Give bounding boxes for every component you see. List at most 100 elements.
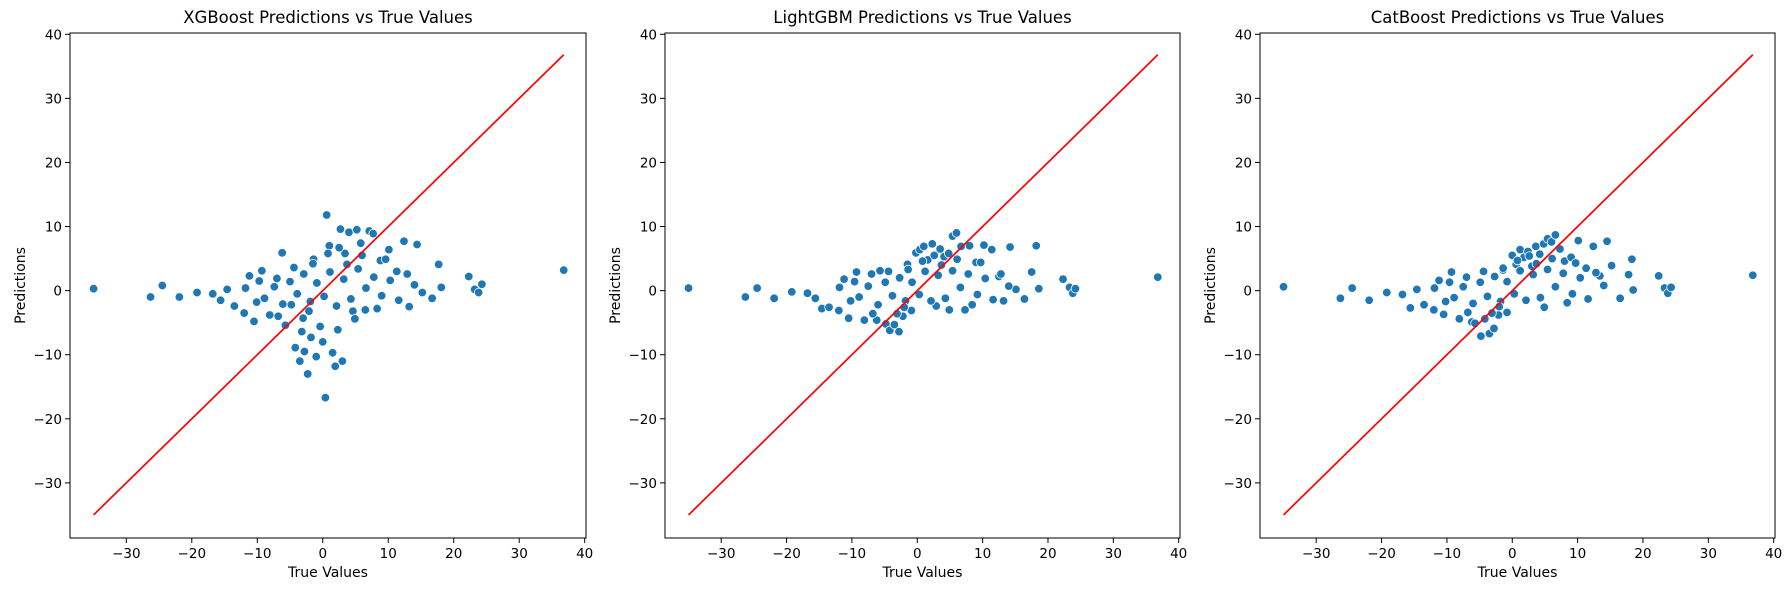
y-tick-label: −10 (1224, 348, 1253, 364)
scatter-point (360, 305, 371, 315)
scatter-point (1567, 289, 1578, 299)
scatter-point (229, 301, 240, 311)
scatter-point (1482, 291, 1493, 302)
scatter-point (873, 300, 883, 310)
scatter-point (1026, 267, 1037, 277)
y-axis-label: Predictions (13, 247, 29, 324)
x-tick-label: −30 (707, 546, 736, 562)
scatter-point (384, 244, 394, 255)
scatter-point (244, 271, 255, 281)
scatter-point (907, 277, 917, 287)
scatter-point (157, 280, 168, 291)
scatter-point (1444, 277, 1455, 287)
scatter-point (286, 300, 297, 310)
scatter-point (1653, 271, 1664, 281)
scatter-point (1070, 284, 1081, 294)
scatter-point (292, 289, 302, 299)
scatter-point (342, 259, 352, 270)
x-tick-label: 30 (1700, 546, 1717, 562)
scatter-point (919, 241, 929, 252)
scatter-point (1489, 323, 1499, 334)
scatter-point (1502, 276, 1512, 287)
scatter-points (683, 228, 1163, 337)
scatter-point (1440, 296, 1451, 307)
scatter-point (914, 289, 924, 300)
scatter-point (356, 238, 366, 248)
scatter-point (1575, 273, 1585, 283)
scatter-point (323, 248, 333, 259)
scatter-point (952, 254, 962, 264)
scatter-points (88, 210, 569, 403)
scatter-point (1521, 295, 1531, 305)
scatter-point (1528, 269, 1538, 280)
scatter-point (1515, 244, 1525, 255)
y-tick-label: 10 (45, 220, 62, 236)
scatter-point (208, 289, 218, 299)
scatter-point (1278, 282, 1289, 292)
y-tick-label: 10 (1235, 220, 1252, 236)
x-tick-label: 40 (1765, 546, 1782, 562)
scatter-point (1335, 293, 1346, 304)
scatter-point (404, 301, 414, 312)
scatter-point (344, 227, 354, 238)
y-tick-label: 20 (45, 155, 62, 171)
scatter-point (955, 282, 966, 293)
scatter-point (272, 273, 282, 284)
x-axis-label: True Values (1477, 565, 1558, 581)
scatter-point (802, 288, 813, 298)
x-tick-label: −20 (178, 546, 207, 562)
scatter-point (787, 287, 797, 297)
scatter-point (963, 269, 973, 279)
scatter-point (277, 248, 287, 258)
scatter-point (894, 273, 905, 283)
y-tick-label: −30 (34, 476, 63, 492)
x-tick-label: −10 (243, 546, 272, 562)
scatter-point (350, 314, 360, 324)
scatter-point (265, 310, 275, 320)
scatter-point (1512, 255, 1523, 266)
scatter-point (1412, 284, 1422, 295)
scatter-point (1666, 282, 1676, 293)
scatter-point (308, 259, 318, 269)
scatter-point (1606, 260, 1617, 271)
scatter-point (392, 266, 402, 277)
scatter-point (298, 313, 308, 323)
scatter-point (964, 241, 975, 251)
y-tick-label: −30 (1224, 476, 1253, 492)
chart-title: CatBoost Predictions vs True Values (1371, 8, 1665, 27)
scatter-point (1004, 281, 1014, 291)
scatter-point (875, 266, 885, 276)
scatter-point (920, 266, 930, 277)
scatter-point (1438, 309, 1449, 320)
x-tick-label: 40 (576, 546, 593, 562)
y-axis-label: Predictions (608, 247, 624, 324)
scatter-point (1550, 282, 1561, 292)
scatter-point (752, 283, 762, 293)
scatter-point (330, 361, 340, 371)
scatter-point (975, 257, 986, 268)
scatter-point (936, 260, 947, 270)
scatter-point (376, 291, 387, 301)
ideal-line (1282, 54, 1754, 516)
scatter-point (320, 392, 331, 403)
scatter-point (1153, 272, 1163, 282)
scatter-point (935, 244, 945, 254)
scatter-point (1550, 230, 1561, 240)
y-tick-label: −10 (34, 348, 63, 364)
scatter-point (903, 264, 913, 275)
scatter-point (1019, 294, 1030, 304)
scatter-point (1599, 280, 1609, 291)
y-tick-label: 40 (1235, 27, 1252, 43)
x-tick-label: 10 (1569, 546, 1586, 562)
y-tick-label: −20 (1224, 412, 1253, 428)
scatter-point (1454, 314, 1465, 324)
scatter-point (1502, 307, 1512, 318)
scatter-point (325, 267, 335, 277)
scatter-point (327, 348, 338, 358)
scatter-point (385, 275, 395, 286)
scatter-point (1558, 268, 1568, 279)
scatter-point (887, 291, 898, 301)
scatter-point (1031, 241, 1041, 251)
scatter-point (683, 283, 694, 293)
scatter-point (1515, 266, 1525, 276)
